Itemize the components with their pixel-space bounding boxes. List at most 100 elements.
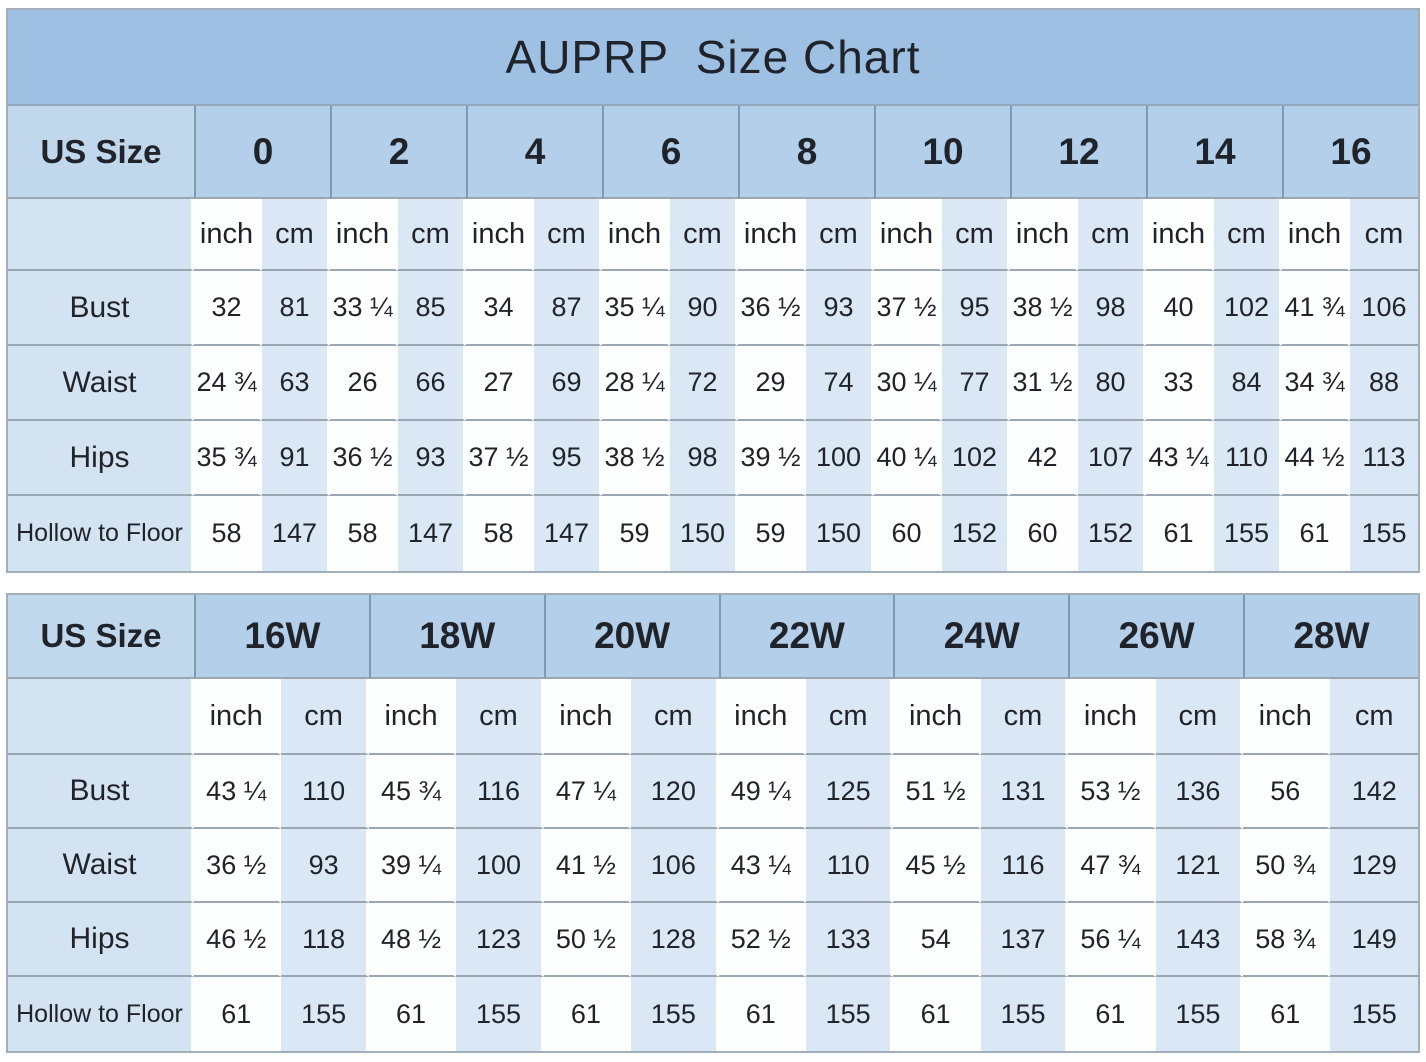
measurement-row: Waist 36 ½ 93 39 ¼ 100 41 ½ 106 43 ¼ 110 45 ½ 116 4… <box>8 829 1418 903</box>
size-header-row: US Size 0 2 4 6 8 10 12 14 16 <box>8 106 1418 199</box>
cm-value: 133 <box>805 903 894 977</box>
cm-value: 95 <box>942 271 1010 346</box>
inch-unit-label: inch <box>1010 199 1078 271</box>
cm-unit-label: cm <box>1155 679 1244 755</box>
cm-value: 113 <box>1350 421 1418 496</box>
cm-value: 110 <box>281 755 369 829</box>
measurement-label: Hips <box>8 421 194 496</box>
inch-value: 61 <box>543 977 632 1051</box>
inch-value: 36 ½ <box>330 421 398 496</box>
cm-value: 84 <box>1214 346 1282 421</box>
cm-value: 72 <box>670 346 738 421</box>
inch-value: 29 <box>738 346 806 421</box>
cm-value: 107 <box>1078 421 1146 496</box>
cm-value: 102 <box>1214 271 1282 346</box>
inch-value: 60 <box>874 496 942 571</box>
measurement-label: Hollow to Floor <box>8 977 194 1051</box>
size-column-header: 22W <box>718 595 894 679</box>
inch-value: 56 <box>1243 755 1331 829</box>
cm-unit-label: cm <box>398 199 466 271</box>
cm-value: 98 <box>670 421 738 496</box>
cm-unit-label: cm <box>670 199 738 271</box>
inch-value: 41 ¾ <box>1282 271 1350 346</box>
size-column-header: 24W <box>893 595 1069 679</box>
inch-value: 43 ¼ <box>194 755 282 829</box>
cm-value: 136 <box>1155 755 1244 829</box>
inch-unit-label: inch <box>893 679 981 755</box>
inch-value: 61 <box>1282 496 1350 571</box>
inch-unit-label: inch <box>602 199 670 271</box>
inch-value: 50 ¾ <box>1243 829 1331 903</box>
inch-value: 41 ½ <box>543 829 632 903</box>
size-column-header: 20W <box>543 595 719 679</box>
inch-unit-label: inch <box>543 679 632 755</box>
cm-value: 150 <box>806 496 874 571</box>
inch-value: 35 ¾ <box>194 421 262 496</box>
inch-value: 58 <box>194 496 262 571</box>
cm-value: 106 <box>1350 271 1418 346</box>
plus-size-block: US Size 16W 18W 20W 22W 24W 26W 28W inch cm inch cm… <box>6 593 1420 1053</box>
cm-value: 93 <box>806 271 874 346</box>
inch-unit-label: inch <box>738 199 806 271</box>
inch-value: 38 ½ <box>1010 271 1078 346</box>
inch-value: 61 <box>893 977 981 1051</box>
cm-value: 110 <box>805 829 894 903</box>
inch-value: 49 ¼ <box>718 755 806 829</box>
inch-value: 26 <box>330 346 398 421</box>
cm-unit-label: cm <box>631 679 719 755</box>
cm-unit-label: cm <box>1214 199 1282 271</box>
inch-value: 44 ½ <box>1282 421 1350 496</box>
inch-value: 43 ¼ <box>1146 421 1214 496</box>
inch-value: 61 <box>718 977 806 1051</box>
inch-value: 39 ½ <box>738 421 806 496</box>
cm-value: 152 <box>942 496 1010 571</box>
inch-value: 59 <box>738 496 806 571</box>
inch-unit-label: inch <box>1068 679 1156 755</box>
cm-value: 90 <box>670 271 738 346</box>
chart-title-bar: AUPRP Size Chart <box>8 10 1418 106</box>
unit-row: inch cm inch cm inch cm inch cm inch cm inch cm inch… <box>8 679 1418 755</box>
inch-value: 24 ¾ <box>194 346 262 421</box>
cm-unit-label: cm <box>942 199 1010 271</box>
inch-value: 48 ½ <box>368 903 457 977</box>
size-column-header: 10 <box>874 106 1010 199</box>
size-column-header: 18W <box>368 595 544 679</box>
cm-value: 120 <box>631 755 719 829</box>
cm-value: 87 <box>534 271 602 346</box>
inch-value: 54 <box>893 903 981 977</box>
cm-unit-label: cm <box>456 679 544 755</box>
size-column-header: 14 <box>1146 106 1282 199</box>
chart-title: AUPRP Size Chart <box>505 31 921 83</box>
measurement-label: Waist <box>8 346 194 421</box>
cm-value: 150 <box>670 496 738 571</box>
size-column-header: 16 <box>1282 106 1418 199</box>
size-chart: AUPRP Size Chart US Size 0 2 4 6 8 10 12 14 16 inc… <box>6 8 1420 1053</box>
cm-value: 155 <box>281 977 369 1051</box>
measurement-row: Hips 46 ½ 118 48 ½ 123 50 ½ 128 52 ½ 133 54 137 56 … <box>8 903 1418 977</box>
inch-value: 51 ½ <box>893 755 981 829</box>
inch-value: 45 ¾ <box>368 755 457 829</box>
cm-value: 110 <box>1214 421 1282 496</box>
inch-value: 53 ½ <box>1068 755 1156 829</box>
cm-value: 149 <box>1330 903 1418 977</box>
table-gap <box>6 573 1420 593</box>
measurement-row: Bust 43 ¼ 110 45 ¾ 116 47 ¼ 120 49 ¼ 125 51 ½ 131 5… <box>8 755 1418 829</box>
cm-value: 152 <box>1078 496 1146 571</box>
cm-value: 147 <box>398 496 466 571</box>
inch-value: 39 ¼ <box>368 829 457 903</box>
size-column-header: 6 <box>602 106 738 199</box>
cm-value: 102 <box>942 421 1010 496</box>
regular-size-block: AUPRP Size Chart US Size 0 2 4 6 8 10 12 14 16 inc… <box>6 8 1420 573</box>
size-column-header: 28W <box>1243 595 1418 679</box>
inch-value: 40 <box>1146 271 1214 346</box>
measurement-label: Bust <box>8 271 194 346</box>
unit-row: inch cm inch cm inch cm inch cm inch cm inch cm inch… <box>8 199 1418 271</box>
measurement-label: Hips <box>8 903 194 977</box>
cm-unit-label: cm <box>1330 679 1418 755</box>
cm-value: 80 <box>1078 346 1146 421</box>
inch-value: 47 ¾ <box>1068 829 1156 903</box>
inch-value: 37 ½ <box>874 271 942 346</box>
measurement-label: Bust <box>8 755 194 829</box>
inch-value: 30 ¼ <box>874 346 942 421</box>
